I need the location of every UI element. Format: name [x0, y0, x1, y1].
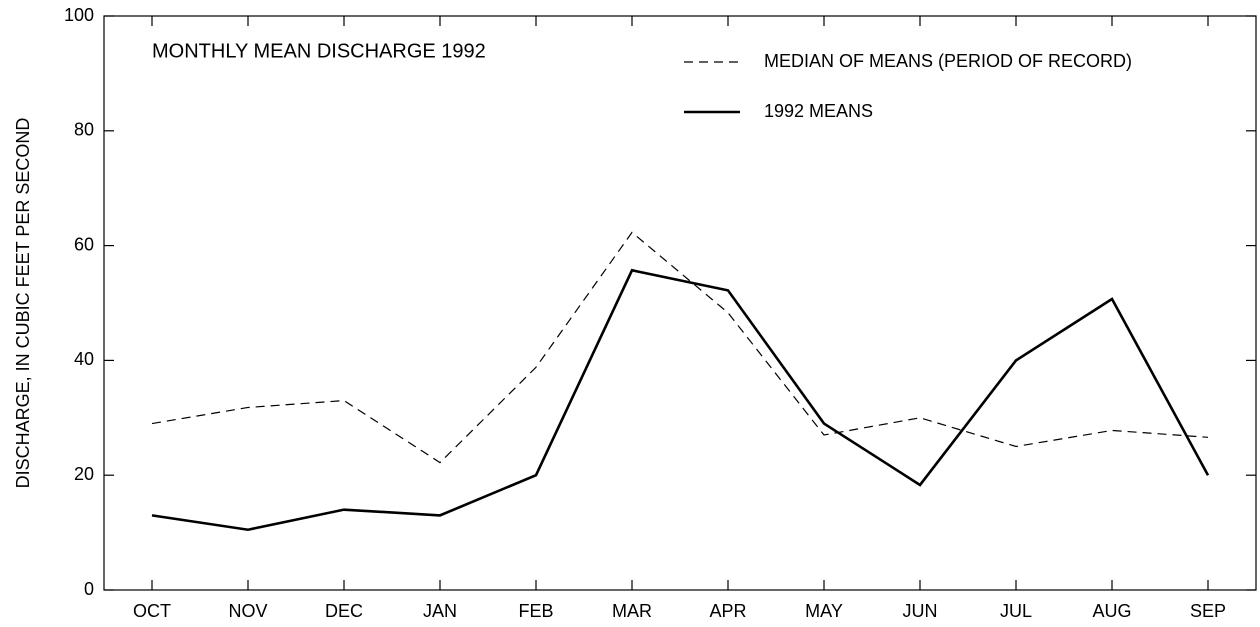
series-line	[151, 268, 1210, 532]
y-tick-label: 60	[74, 234, 94, 254]
x-tick-label: JUN	[903, 601, 938, 621]
x-tick-label: OCT	[133, 601, 171, 621]
legend-label: MEDIAN OF MEANS (PERIOD OF RECORD)	[764, 51, 1132, 71]
y-tick-label: 80	[74, 120, 94, 140]
x-tick-label: FEB	[518, 601, 553, 621]
y-tick-label: 20	[74, 464, 94, 484]
y-tick-label: 40	[74, 349, 94, 369]
x-tick-label: JUL	[1000, 601, 1032, 621]
x-tick-label: MAR	[612, 601, 652, 621]
y-tick-label: 0	[84, 579, 94, 599]
y-axis-label: DISCHARGE, IN CUBIC FEET PER SECOND	[13, 118, 33, 489]
legend-label: 1992 MEANS	[764, 101, 873, 121]
series-line	[151, 231, 1209, 464]
x-tick-label: MAY	[805, 601, 843, 621]
x-tick-label: AUG	[1092, 601, 1131, 621]
x-tick-label: NOV	[228, 601, 267, 621]
x-tick-label: SEP	[1190, 601, 1226, 621]
y-tick-label: 100	[64, 5, 94, 25]
plot-frame	[103, 15, 1257, 591]
x-tick-label: JAN	[423, 601, 457, 621]
x-tick-label: APR	[709, 601, 746, 621]
chart-title: MONTHLY MEAN DISCHARGE 1992	[152, 40, 486, 62]
x-tick-label: DEC	[325, 601, 363, 621]
